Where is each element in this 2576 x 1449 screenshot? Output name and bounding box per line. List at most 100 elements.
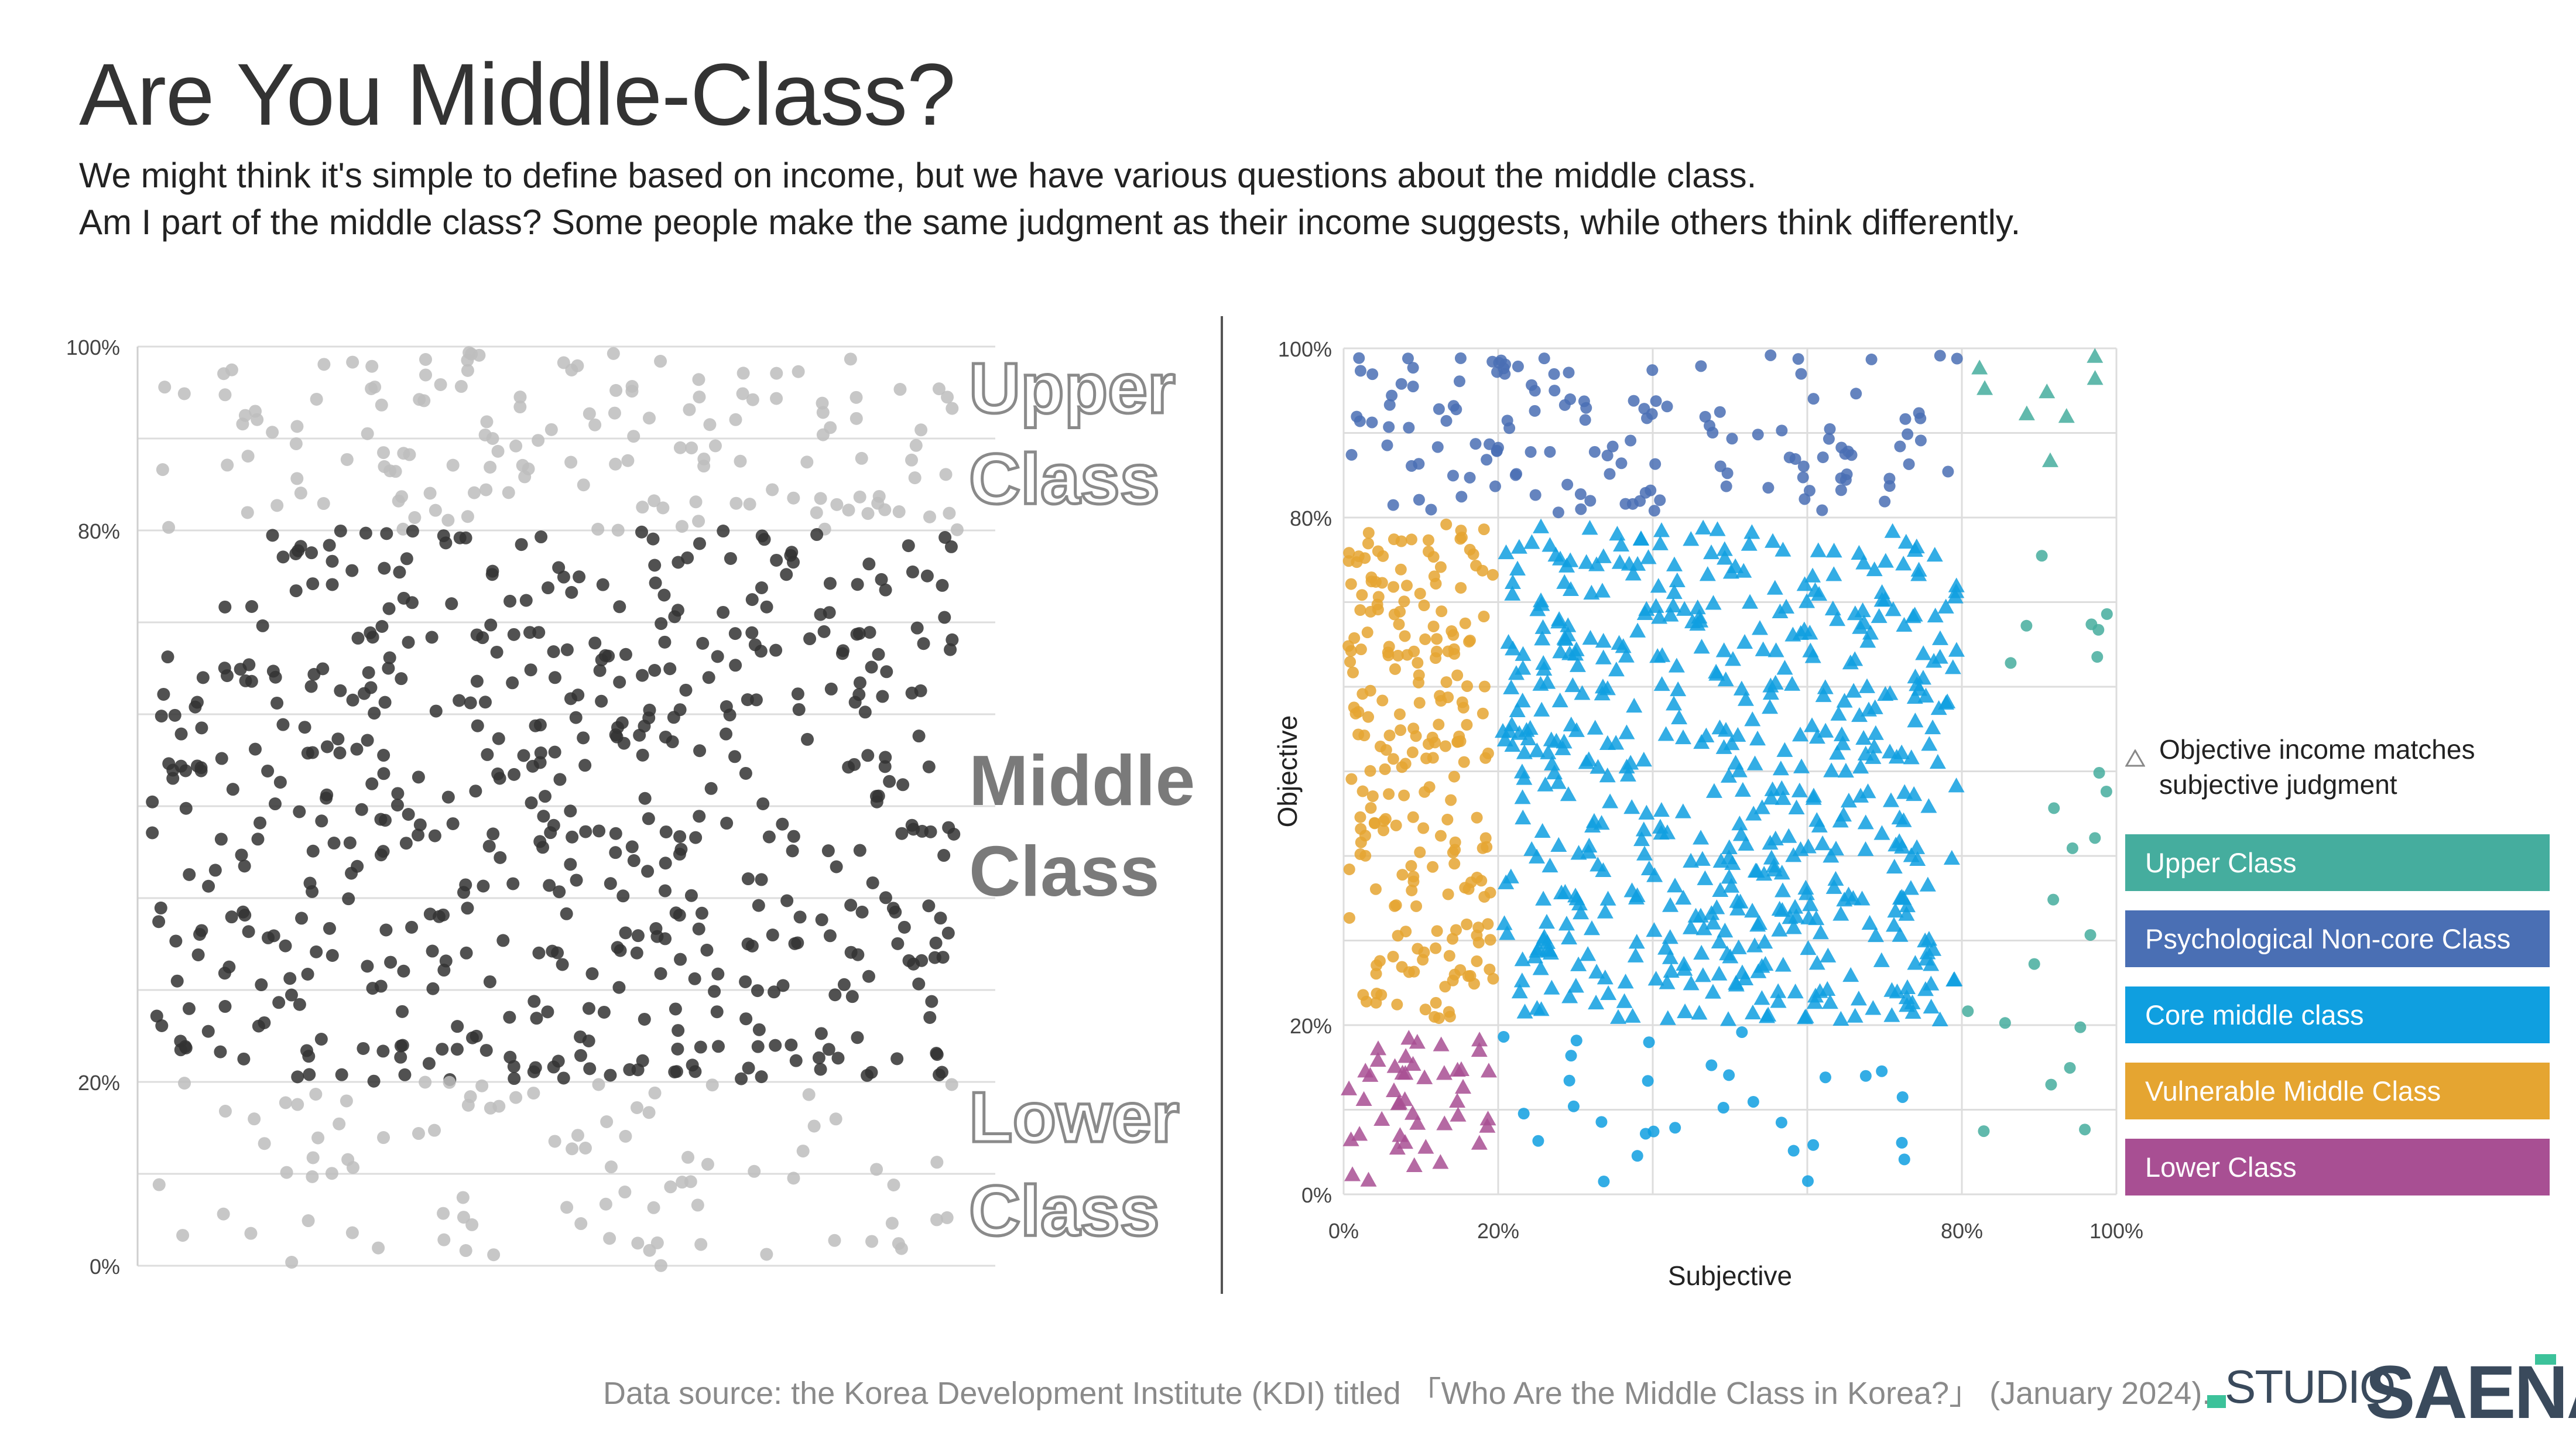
- right-scatter-point: [1746, 937, 1763, 953]
- left-scatter-point: [273, 776, 287, 789]
- left-scatter-point: [700, 943, 714, 957]
- right-scatter-point: [1360, 1171, 1377, 1187]
- right-scatter-point: [1561, 929, 1578, 945]
- right-scatter-point: [1859, 678, 1876, 693]
- right-scatter-point: [1931, 630, 1948, 645]
- left-scatter-point: [711, 650, 724, 663]
- right-scatter-point: [1726, 433, 1738, 445]
- left-scatter-point: [902, 539, 915, 553]
- left-scatter-point: [734, 454, 747, 468]
- right-scatter-point: [1504, 737, 1521, 752]
- right-scatter-point: [1516, 1003, 1533, 1019]
- left-scatter-point: [272, 996, 286, 1009]
- left-scatter-point: [372, 1241, 385, 1255]
- left-scatter-point: [928, 951, 941, 964]
- right-scatter-point: [1736, 1026, 1748, 1039]
- right-scatter-point: [1407, 811, 1419, 823]
- right-scatter-point: [1532, 676, 1549, 691]
- right-scatter-point: [1595, 649, 1612, 664]
- left-scatter-point: [780, 894, 794, 907]
- right-scatter-point: [1544, 755, 1561, 771]
- right-scatter-point: [1903, 847, 1920, 862]
- left-scatter-point: [503, 1010, 516, 1024]
- right-scatter-point: [1640, 549, 1657, 564]
- right-scatter-point: [1817, 722, 1834, 738]
- left-scatter-point: [557, 1071, 570, 1085]
- right-scatter-point: [1366, 368, 1379, 381]
- left-scatter-point: [553, 773, 567, 786]
- right-scatter-point: [1434, 830, 1447, 842]
- right-scatter-point: [1871, 608, 1888, 624]
- left-scatter-point: [796, 1145, 810, 1158]
- left-scatter-point: [883, 775, 896, 788]
- right-scatter-point: [2048, 802, 2060, 814]
- right-scatter-point: [1551, 611, 1568, 626]
- left-scatter-point: [343, 836, 357, 849]
- right-scatter-point: [1636, 845, 1653, 861]
- left-scatter-point: [574, 1049, 587, 1062]
- right-scatter-point: [1379, 813, 1392, 825]
- left-scatter-point: [471, 719, 484, 732]
- right-scatter-point: [1748, 862, 1765, 878]
- right-scatter-point: [1479, 1111, 1496, 1126]
- right-scatter-point: [1489, 480, 1501, 492]
- right-scatter-point: [1370, 1040, 1387, 1056]
- right-scatter-point: [2084, 929, 2097, 941]
- right-scatter-point: [1390, 1095, 1407, 1111]
- right-scatter-point: [1432, 1154, 1449, 1169]
- right-scatter-point: [1626, 697, 1643, 713]
- left-scatter-point: [457, 886, 470, 899]
- left-scatter-point: [560, 643, 574, 656]
- left-scatter-point: [930, 1213, 944, 1227]
- left-scatter-point: [451, 1020, 464, 1033]
- left-scatter-point: [548, 1135, 561, 1148]
- right-scatter-point: [1807, 1139, 1820, 1151]
- right-scatter-point: [1771, 900, 1788, 916]
- left-scatter-point: [509, 439, 523, 453]
- left-scatter-point: [168, 708, 181, 722]
- right-scatter-point: [1714, 460, 1727, 472]
- left-scatter-point: [878, 760, 892, 773]
- left-scatter-point: [613, 676, 626, 689]
- left-scatter-point: [648, 1086, 662, 1099]
- right-scatter-point: [1533, 518, 1550, 533]
- right-scatter-point: [1731, 816, 1748, 831]
- right-scatter-point: [1729, 900, 1746, 916]
- left-scatter-point: [669, 906, 683, 920]
- left-scatter-point: [636, 501, 649, 514]
- left-scatter-point: [909, 439, 923, 452]
- right-scatter-point: [1715, 642, 1732, 657]
- right-scatter-point: [1344, 1166, 1361, 1181]
- left-scatter-point: [376, 1044, 390, 1058]
- right-scatter-point: [1413, 697, 1426, 709]
- right-scatter-point: [1450, 1107, 1467, 1122]
- right-scatter-point: [1514, 951, 1531, 967]
- right-scatter-point: [1453, 730, 1465, 742]
- right-scatter-point: [1857, 841, 1874, 857]
- right-scatter-point: [1357, 989, 1369, 1001]
- right-scatter-point: [1904, 608, 1921, 624]
- right-scatter-point: [1610, 1009, 1627, 1024]
- left-scatter-point: [635, 525, 649, 539]
- right-scatter-point: [1359, 849, 1372, 862]
- left-scatter-point: [564, 858, 577, 871]
- left-scatter-point: [294, 487, 307, 500]
- right-scatter-point: [1942, 465, 1954, 478]
- left-scatter-point: [326, 554, 339, 568]
- right-scatter-point: [1708, 666, 1725, 681]
- left-scatter-point: [887, 1179, 900, 1192]
- left-scatter-point: [842, 503, 855, 517]
- right-y-tick-label: 80%: [1290, 506, 1332, 530]
- right-scatter-point: [1827, 871, 1844, 886]
- right-scatter-point: [1883, 982, 1900, 997]
- right-scatter-point: [1717, 1102, 1729, 1114]
- right-scatter-point: [1861, 914, 1878, 930]
- right-scatter-point: [1669, 572, 1686, 587]
- left-scatter-point: [397, 447, 410, 460]
- left-scatter-point: [914, 423, 928, 437]
- right-scatter-point: [1741, 536, 1758, 551]
- left-scatter-point: [609, 846, 622, 859]
- right-scatter-point: [1671, 709, 1688, 725]
- right-scatter-point: [1514, 789, 1531, 804]
- left-scatter-point: [776, 817, 789, 831]
